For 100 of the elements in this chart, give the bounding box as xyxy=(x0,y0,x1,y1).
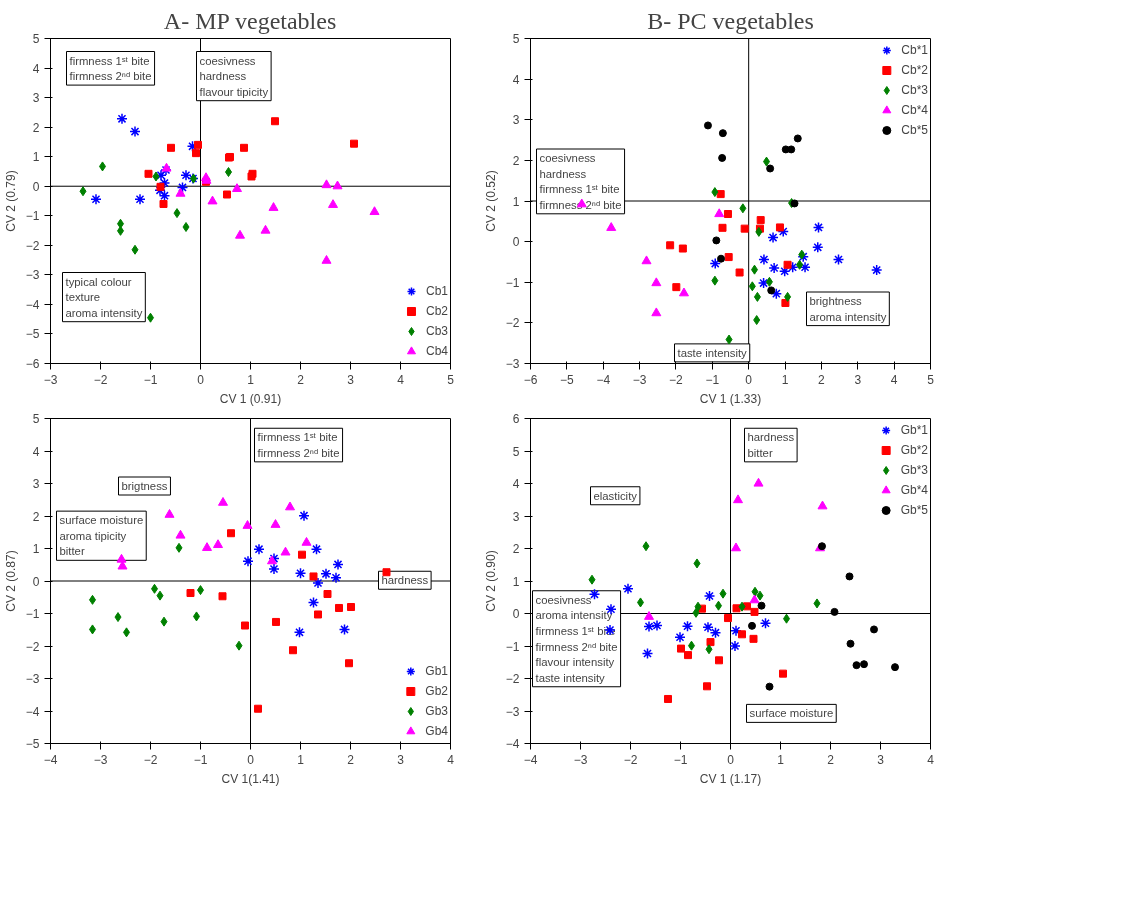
legend-label: Gb1 xyxy=(425,664,448,678)
x-axis-title: CV 1(1.41) xyxy=(221,771,280,786)
legend-label: Gb*3 xyxy=(900,463,928,477)
y-tick-label: −3 xyxy=(505,357,520,371)
y-axis-title: CV 2 (0.90) xyxy=(483,550,498,612)
x-tick-label: 1 xyxy=(777,752,785,767)
y-tick-label: −5 xyxy=(25,737,40,751)
legend-label: Gb3 xyxy=(425,704,448,718)
annotation: firmness 1ˢᵗ bite firmness 2ⁿᵈ bite xyxy=(69,54,152,83)
y-tick-label: 4 xyxy=(512,477,520,491)
x-tick-label: −1 xyxy=(193,752,208,767)
y-tick-label: 0 xyxy=(32,179,40,194)
y-tick-label: 1 xyxy=(512,574,520,589)
x-tick-label: −6 xyxy=(523,372,538,387)
x-tick-label: 0 xyxy=(745,372,753,387)
x-axis-title: CV 1 (0.91) xyxy=(219,391,282,406)
annotation: firmness 1ˢᵗ bite firmness 2ⁿᵈ bite xyxy=(257,431,340,459)
x-tick-label: −1 xyxy=(143,372,158,387)
x-tick-label: 0 xyxy=(197,372,205,387)
x-tick-label: 1 xyxy=(297,752,305,767)
y-tick-label: 6 xyxy=(512,412,520,426)
y-tick-label: −1 xyxy=(505,639,520,654)
x-tick-label: −3 xyxy=(573,752,588,767)
y-tick-label: 1 xyxy=(32,150,40,165)
x-tick-label: −3 xyxy=(93,752,108,767)
x-tick-label: 2 xyxy=(827,752,835,767)
y-tick-label: −2 xyxy=(505,672,520,686)
y-tick-label: 2 xyxy=(512,542,520,556)
y-tick-label: 2 xyxy=(32,509,40,524)
x-tick-label: 4 xyxy=(890,372,898,387)
y-tick-label: −4 xyxy=(505,737,520,751)
legend-label: Gb*5 xyxy=(900,503,928,517)
legend-label: Cb1 xyxy=(425,284,448,298)
x-tick-label: 3 xyxy=(347,372,355,387)
x-tick-label: −3 xyxy=(632,372,647,387)
x-tick-label: −4 xyxy=(596,372,611,387)
legend-label: Cb*5 xyxy=(901,123,928,137)
legend-label: Cb3 xyxy=(425,324,448,338)
y-tick-label: 1 xyxy=(32,542,40,556)
x-tick-label: −5 xyxy=(560,372,575,387)
x-tick-label: 2 xyxy=(818,372,826,387)
y-tick-label: −5 xyxy=(25,327,40,342)
x-tick-label: 1 xyxy=(781,372,789,387)
y-tick-label: 5 xyxy=(512,32,520,46)
y-tick-label: −1 xyxy=(25,607,40,621)
legend-label: Gb*1 xyxy=(900,423,928,437)
y-tick-label: −4 xyxy=(25,704,40,719)
x-tick-label: 2 xyxy=(297,372,305,387)
x-tick-label: 3 xyxy=(397,752,405,767)
y-tick-label: −2 xyxy=(25,639,40,654)
y-tick-label: −2 xyxy=(505,316,520,331)
annotation: coesivness hardness flavour tipicity xyxy=(199,54,269,98)
y-tick-label: −4 xyxy=(25,297,40,312)
x-tick-label: −2 xyxy=(669,372,684,387)
legend-label: Cb2 xyxy=(425,304,448,318)
y-tick-label: 5 xyxy=(32,32,40,46)
annotation: hardness bitter xyxy=(747,431,795,459)
y-tick-label: 3 xyxy=(512,113,520,128)
x-tick-label: −4 xyxy=(43,752,58,767)
x-axis-title: CV 1 (1.17) xyxy=(699,771,762,786)
x-tick-label: 2 xyxy=(347,752,355,767)
legend-label: Cb4 xyxy=(425,344,448,358)
y-tick-label: −3 xyxy=(505,704,520,719)
legend-label: Gb4 xyxy=(425,724,448,738)
y-tick-label: 1 xyxy=(512,194,520,209)
annotation: taste intensity xyxy=(677,346,748,359)
annotation: hardness xyxy=(381,574,429,587)
x-tick-label: 0 xyxy=(727,752,735,767)
y-tick-label: 4 xyxy=(32,444,40,459)
legend-label: Gb*4 xyxy=(900,483,928,497)
x-tick-label: −4 xyxy=(523,752,538,767)
annotation: elasticity xyxy=(593,489,638,502)
x-tick-label: −1 xyxy=(673,752,688,767)
y-tick-label: 5 xyxy=(512,444,520,459)
x-tick-label: 5 xyxy=(447,372,455,387)
legend-label: Gb2 xyxy=(425,684,448,698)
y-axis-title: CV 2 (0.87) xyxy=(3,550,18,612)
x-tick-label: 3 xyxy=(877,752,885,767)
annotation: surface moisture xyxy=(749,707,834,720)
y-tick-label: 3 xyxy=(32,477,40,491)
legend-label: Cb*3 xyxy=(901,83,928,97)
annotation: typical colour texture aroma intensity xyxy=(65,275,143,319)
y-tick-label: −6 xyxy=(25,357,40,371)
x-tick-label: 4 xyxy=(447,752,455,767)
y-tick-label: 0 xyxy=(512,235,520,250)
y-tick-label: 4 xyxy=(32,61,40,76)
x-tick-label: −2 xyxy=(93,372,108,387)
y-tick-label: 0 xyxy=(32,574,40,589)
x-tick-label: −1 xyxy=(705,372,720,387)
annotation: surface moisture aroma tipicity bitter xyxy=(59,514,144,558)
y-axis-title: CV 2 (0.79) xyxy=(3,170,18,232)
x-tick-label: −2 xyxy=(143,752,158,767)
x-tick-label: 3 xyxy=(854,372,862,387)
y-tick-label: 4 xyxy=(512,72,520,87)
x-tick-label: −3 xyxy=(43,372,58,387)
y-tick-label: −1 xyxy=(505,275,520,290)
y-tick-label: 3 xyxy=(512,509,520,524)
x-tick-label: −2 xyxy=(623,752,638,767)
y-tick-label: 0 xyxy=(512,607,520,621)
y-tick-label: 3 xyxy=(32,91,40,106)
